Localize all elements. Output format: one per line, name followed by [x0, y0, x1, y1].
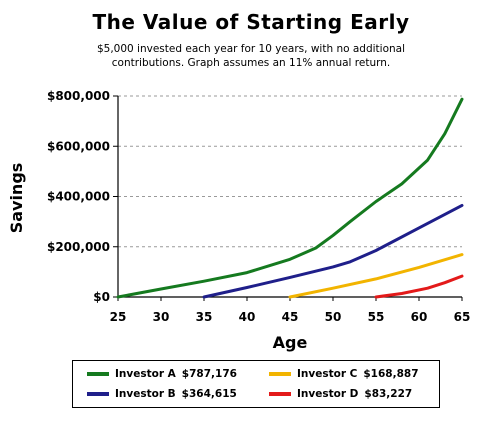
legend-swatch-c — [269, 372, 291, 376]
y-tick-label: $600,000 — [47, 139, 110, 153]
x-tick-label: 35 — [196, 310, 213, 324]
x-tick-label: 50 — [325, 310, 342, 324]
legend-item-b: Investor B $364,615 — [87, 388, 237, 400]
y-tick-label: $200,000 — [47, 240, 110, 254]
legend-item-d: Investor D $83,227 — [269, 388, 412, 400]
legend-swatch-d — [269, 392, 291, 396]
x-tick-label: 60 — [411, 310, 428, 324]
legend-name-c: Investor C — [297, 368, 358, 380]
tick-labels: $0 $200,000 $400,000 $600,000 $800,000 25 30 35… — [47, 89, 470, 324]
legend-value-b: $364,615 — [181, 388, 237, 400]
legend-value-a: $787,176 — [181, 368, 237, 380]
y-tick-label: $800,000 — [47, 89, 110, 103]
series-line-a — [116, 97, 464, 299]
series-line-c — [288, 253, 464, 299]
legend-item-a: Investor A $787,176 — [87, 368, 237, 380]
x-tick-label: 55 — [368, 310, 385, 324]
y-tick-label: $400,000 — [47, 190, 110, 204]
series-lines — [116, 97, 464, 299]
x-tick-label: 30 — [153, 310, 170, 324]
x-tick-label: 40 — [239, 310, 256, 324]
series-line-b — [202, 203, 464, 299]
x-axis-label: Age — [273, 333, 308, 352]
legend-name-d: Investor D — [297, 388, 359, 400]
subtitle-line-2: contributions. Graph assumes an 11% annu… — [111, 57, 391, 69]
subtitle-line-1: $5,000 invested each year for 10 years, … — [96, 43, 406, 55]
legend-value-d: $83,227 — [364, 388, 413, 400]
legend-name-a: Investor A — [115, 368, 176, 380]
series-line-d — [374, 274, 464, 299]
x-tick-label: 25 — [110, 310, 127, 324]
legend-swatch-a — [87, 372, 109, 376]
y-tick-label: $0 — [93, 290, 110, 304]
chart-title: The Value of Starting Early — [92, 10, 410, 34]
grid-lines — [118, 95, 462, 248]
x-tick-label: 65 — [454, 310, 471, 324]
legend-swatch-b — [87, 392, 109, 396]
chart-subtitle: $5,000 invested each year for 10 years, … — [0, 42, 502, 70]
legend-value-c: $168,887 — [363, 368, 419, 380]
legend-item-c: Investor C $168,887 — [269, 368, 419, 380]
x-tick-label: 45 — [282, 310, 299, 324]
y-axis-label: Savings — [7, 163, 26, 234]
legend: Investor A $787,176 Investor B $364,615 … — [72, 360, 440, 408]
legend-name-b: Investor B — [115, 388, 176, 400]
